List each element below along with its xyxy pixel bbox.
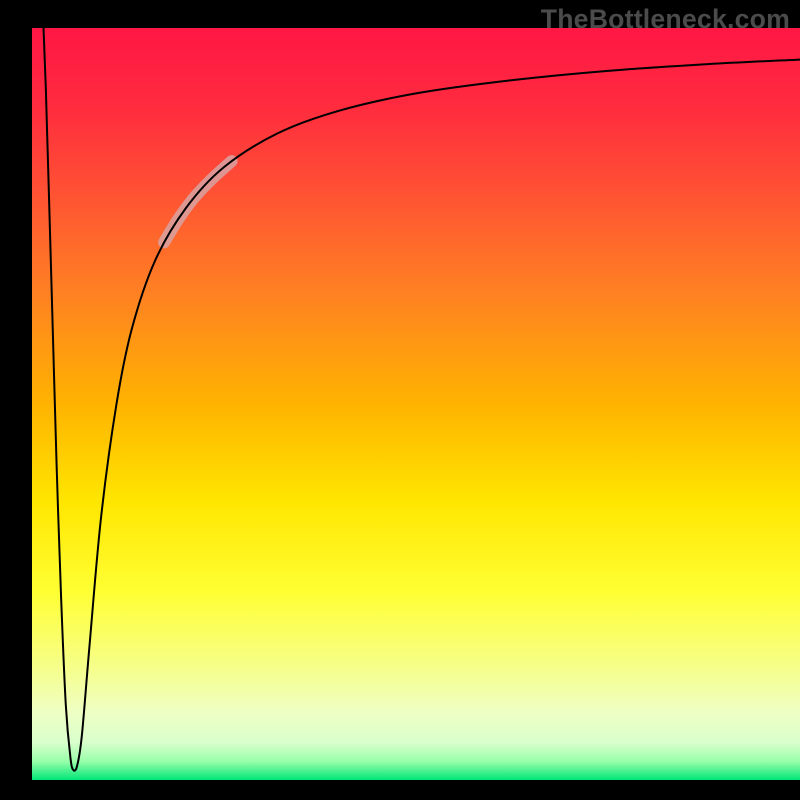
- watermark-text: TheBottleneck.com: [541, 4, 790, 35]
- chart-background: [32, 28, 800, 780]
- border-bottom: [0, 780, 800, 800]
- chart-container: TheBottleneck.com: [0, 0, 800, 800]
- border-left: [0, 0, 32, 800]
- bottleneck-chart: [0, 0, 800, 800]
